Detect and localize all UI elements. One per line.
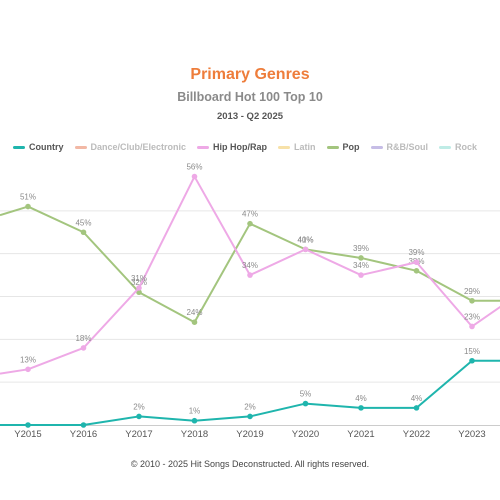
chart-title: Primary Genres	[190, 66, 310, 83]
data-point-hip-hop-rap[interactable]	[413, 259, 420, 266]
series-line-hip-hop-rap[interactable]	[0, 175, 500, 375]
legend-swatch	[278, 145, 291, 149]
data-label-country: 2%	[133, 402, 145, 411]
data-point-country[interactable]	[191, 417, 198, 424]
chart-period: 2013 - Q2 2025	[216, 111, 284, 122]
x-tick-label: Y2018	[181, 429, 208, 440]
data-label-pop: 24%	[186, 308, 202, 317]
data-point-pop[interactable]	[80, 229, 87, 236]
x-tick-label: Y2015	[14, 429, 41, 440]
legend-item-latin[interactable]: Latin	[278, 142, 316, 152]
data-label-hip-hop-rap: 56%	[186, 163, 202, 172]
data-label-hip-hop-rap: 34%	[242, 261, 258, 270]
data-point-pop[interactable]	[469, 297, 475, 304]
x-tick-label: Y2023	[458, 429, 485, 440]
data-label-country: 15%	[464, 347, 480, 356]
data-point-country[interactable]	[413, 405, 420, 411]
data-point-hip-hop-rap[interactable]	[136, 285, 142, 291]
data-point-hip-hop-rap[interactable]	[247, 272, 253, 278]
legend-swatch	[326, 145, 339, 149]
data-point-country[interactable]	[469, 357, 475, 364]
legend-item-pop[interactable]: Pop	[326, 142, 360, 152]
data-point-country[interactable]	[80, 422, 87, 428]
data-point-pop[interactable]	[247, 220, 253, 227]
data-point-hip-hop-rap[interactable]	[469, 323, 475, 330]
data-point-country[interactable]	[136, 413, 142, 420]
legend-label: Pop	[342, 142, 360, 152]
x-tick-label: Y2019	[236, 429, 263, 440]
data-label-pop: 51%	[20, 193, 36, 202]
copyright-footer: © 2010 - 2025 Hit Songs Deconstructed. A…	[130, 459, 370, 469]
data-label-country: 4%	[355, 394, 367, 403]
x-tick-label: Y2022	[403, 429, 430, 440]
chart-subtitle: Billboard Hot 100 Top 10	[177, 90, 323, 104]
legend-swatch	[197, 145, 210, 149]
data-label-hip-hop-rap: 23%	[464, 312, 480, 321]
legend-item-dance-club-electronic[interactable]: Dance/Club/Electronic	[74, 142, 187, 152]
data-point-country[interactable]	[247, 413, 253, 420]
x-tick-label: Y2017	[125, 429, 152, 440]
data-point-hip-hop-rap[interactable]	[25, 366, 31, 373]
legend-label: Rock	[455, 142, 478, 152]
legend-item-hip-hop-rap[interactable]: Hip Hop/Rap	[197, 142, 267, 152]
data-label-hip-hop-rap: 40%	[297, 235, 313, 244]
data-point-pop[interactable]	[191, 319, 198, 325]
legend-label: Dance/Club/Electronic	[90, 142, 187, 152]
legend-label: Country	[29, 142, 64, 152]
legend-swatch	[370, 145, 383, 149]
data-label-pop: 47%	[242, 210, 258, 219]
data-label-pop: 32%	[131, 278, 147, 287]
data-label-hip-hop-rap: 18%	[75, 334, 91, 343]
data-point-country[interactable]	[25, 422, 31, 428]
data-label-country: 5%	[300, 390, 312, 399]
x-tick-label: Y2020	[292, 429, 319, 440]
legend-item-country[interactable]: Country	[13, 142, 64, 152]
data-label-pop: 29%	[464, 287, 480, 296]
data-label-pop: 39%	[353, 244, 369, 253]
legend-swatch	[13, 145, 25, 149]
data-point-country[interactable]	[302, 400, 309, 407]
data-point-hip-hop-rap[interactable]	[80, 345, 87, 351]
data-label-hip-hop-rap: 39%	[408, 248, 424, 257]
legend-swatch	[439, 145, 452, 149]
data-point-hip-hop-rap[interactable]	[358, 272, 364, 278]
data-label-hip-hop-rap: 31%	[131, 274, 147, 283]
data-label-pop: 41%	[297, 235, 313, 244]
legend: Country Dance/Club/Electronic Hip Hop/Rap L…	[13, 140, 488, 154]
legend-item-rock[interactable]: Rock	[439, 142, 477, 152]
data-label-country: 2%	[244, 402, 256, 411]
data-point-hip-hop-rap[interactable]	[302, 246, 309, 253]
legend-label: Hip Hop/Rap	[213, 142, 268, 152]
legend-swatch	[74, 145, 87, 149]
x-tick-label: Y2016	[70, 429, 97, 440]
data-label-pop: 45%	[75, 218, 91, 227]
data-label-hip-hop-rap: 13%	[20, 355, 36, 364]
data-point-pop[interactable]	[358, 255, 364, 261]
data-point-hip-hop-rap[interactable]	[191, 173, 198, 180]
legend-label: R&B/Soul	[386, 142, 429, 152]
data-label-country: 1%	[189, 407, 201, 416]
legend-item-r-b-soul[interactable]: R&B/Soul	[370, 142, 429, 152]
data-point-pop[interactable]	[25, 203, 31, 210]
data-label-country: 4%	[411, 394, 423, 403]
data-label-hip-hop-rap: 34%	[353, 261, 369, 270]
data-point-country[interactable]	[358, 405, 364, 411]
data-point-pop[interactable]	[413, 268, 420, 274]
legend-label: Latin	[294, 142, 316, 152]
x-tick-label: Y2021	[347, 429, 374, 440]
line-chart: Y2015 Y2016 Y2017 Y2018 Y2019 Y2020 Y2021 Y2022…	[0, 163, 500, 440]
